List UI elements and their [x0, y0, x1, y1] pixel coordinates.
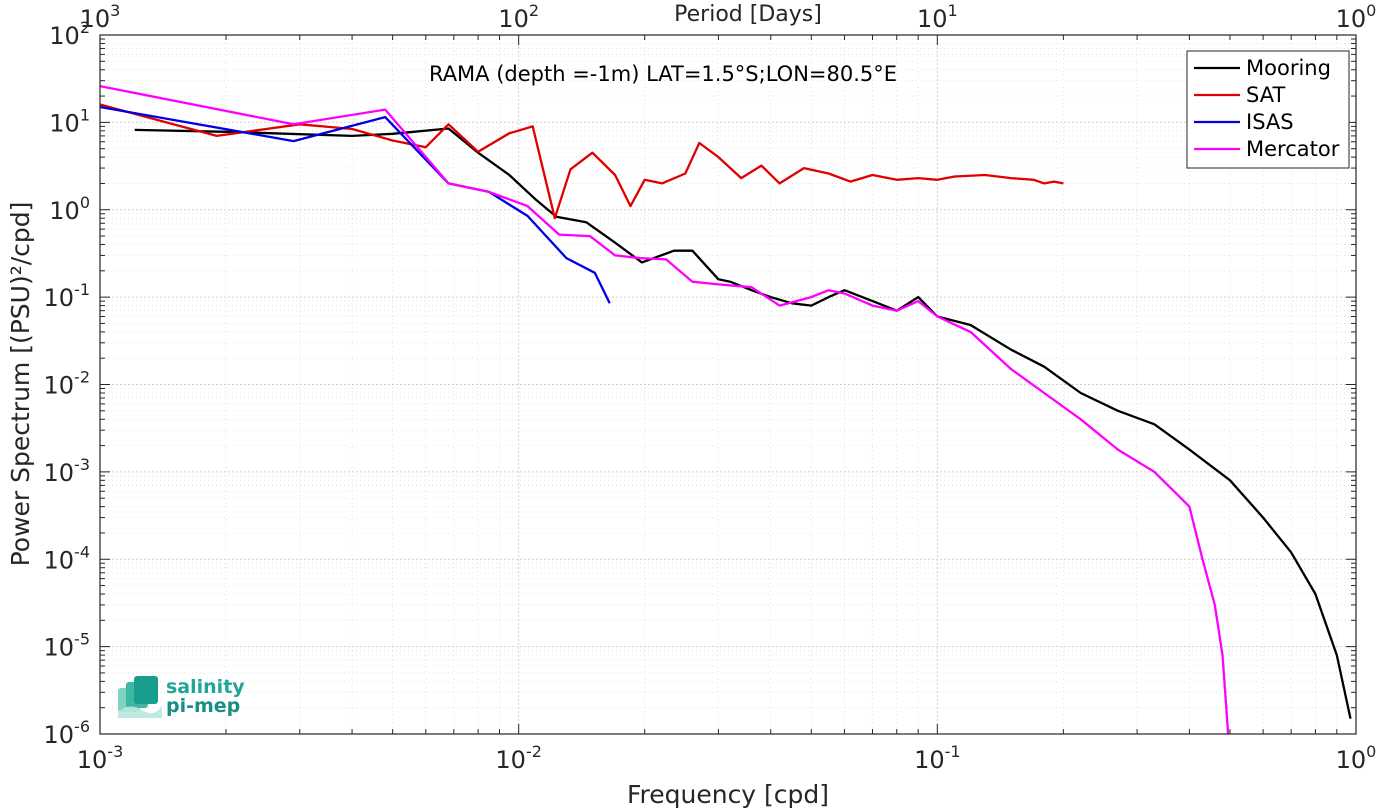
legend-label-mooring: Mooring	[1246, 56, 1331, 80]
legend: Mooring SAT ISAS Mercator	[1186, 50, 1350, 169]
y-axis-label-main: Power Spectrum [(PSU)²/cpd]	[6, 202, 35, 567]
legend-label-mercator: Mercator	[1246, 137, 1340, 161]
x-tick-label: 100	[1336, 742, 1377, 774]
y-tick-label: 101	[49, 105, 90, 137]
logo: salinity pi-mep	[118, 676, 245, 718]
x2-tick-label: 103	[80, 1, 121, 33]
series-line-mercator	[99, 84, 1230, 735]
y-tick-label: 10-5	[44, 630, 91, 662]
x-tick-label: 10-3	[77, 742, 124, 774]
y-tick-label: 10-3	[44, 455, 91, 487]
y-tick-label: 102	[49, 18, 90, 50]
series-line-mooring	[134, 127, 1352, 719]
x2-tick-label: 100	[1336, 1, 1377, 33]
logo-icon	[118, 676, 162, 718]
logo-line2: pi-mep	[166, 695, 240, 717]
x-axis-label: Frequency [cpd]	[627, 780, 829, 809]
y-tick-label: 10-1	[44, 280, 91, 312]
tick-marks	[99, 34, 1357, 735]
chart-title: RAMA (depth =-1m) LAT=1.5°S;LON=80.5°E	[429, 62, 897, 86]
series-layer	[99, 84, 1352, 735]
x2-axis-label: Period [Days]	[674, 2, 822, 27]
legend-label-sat: SAT	[1246, 83, 1285, 107]
y-tick-label: 10-2	[44, 368, 91, 400]
x-tick-label: 10-1	[914, 742, 961, 774]
x-tick-label: 10-2	[495, 742, 542, 774]
series-line-sat	[99, 103, 1064, 220]
x2-tick-label: 102	[498, 1, 539, 33]
legend-label-isas: ISAS	[1246, 110, 1294, 134]
y-tick-label: 10-6	[44, 717, 91, 749]
y-tick-label: 10-4	[44, 542, 91, 574]
logo-line1: salinity	[166, 676, 245, 698]
y-axis-label: Power Spectrum [(PSU)²/cpd]	[6, 202, 35, 567]
x2-tick-label: 101	[917, 1, 958, 33]
y-tick-label: 100	[49, 193, 90, 225]
